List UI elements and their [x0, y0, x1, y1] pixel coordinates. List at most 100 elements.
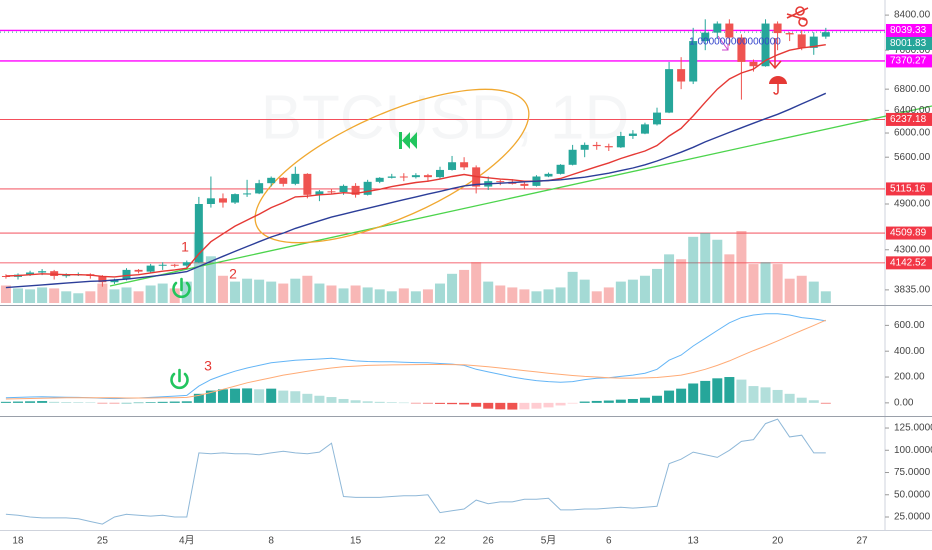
candle-body: [701, 32, 710, 42]
volume-bar: [652, 268, 663, 303]
price-label: 5115.16: [890, 184, 926, 195]
candle-body: [713, 23, 722, 33]
x-tick-label: 26: [483, 536, 495, 547]
volume-bar: [736, 231, 747, 303]
volume-bar: [495, 285, 506, 303]
histogram-bar: [181, 401, 192, 403]
volume-bar: [121, 287, 132, 303]
volume-bar: [639, 275, 650, 303]
volume-bar: [447, 273, 458, 303]
x-tick-label: 6: [606, 536, 612, 547]
trend-line: [109, 105, 932, 287]
candle-body: [231, 194, 240, 203]
x-tick-label: 8: [268, 536, 274, 547]
volume-bar: [266, 281, 277, 303]
volume-bar: [193, 232, 204, 303]
annotation: 1: [181, 239, 189, 255]
power-icon: [170, 368, 189, 390]
price-label: 4142.52: [890, 257, 927, 268]
volume-bar: [12, 288, 23, 303]
candle-body: [134, 269, 143, 272]
volume-bar: [37, 287, 48, 303]
histogram-bar: [567, 402, 578, 404]
candle-body: [363, 181, 372, 195]
volume-bar: [362, 287, 373, 303]
x-tick-label: 15: [350, 536, 362, 547]
volume-bar: [471, 262, 482, 303]
candle-body: [351, 185, 360, 195]
y-tick-label: 8400.00: [894, 10, 931, 21]
histogram-bar: [483, 402, 494, 409]
volume-bar: [796, 275, 807, 303]
histogram-bar: [422, 402, 433, 404]
histogram-bar: [290, 391, 301, 403]
histogram-bar: [193, 393, 204, 403]
x-tick-label: 20: [772, 536, 784, 547]
volume-bar: [25, 289, 36, 303]
histogram-bar: [314, 395, 325, 403]
volume-bar: [374, 289, 385, 303]
small-arrow: [717, 35, 729, 51]
histogram-bar: [73, 402, 84, 403]
candle-body: [411, 175, 420, 178]
x-tick-label: 13: [688, 536, 700, 547]
x-tick-label: 4月: [179, 535, 195, 547]
candle-body: [279, 177, 288, 184]
volume-bar: [772, 264, 783, 303]
candle-body: [616, 135, 625, 148]
histogram-bar: [760, 387, 771, 403]
background-layer: BTCUSD, 1D: [0, 0, 932, 531]
y-tick-label: 50.0000: [894, 489, 931, 500]
candle-body: [773, 23, 782, 34]
candle-body: [327, 191, 336, 193]
volume-bar: [531, 291, 542, 303]
annotation: 3: [204, 358, 212, 374]
candle-body: [315, 191, 324, 195]
histogram-bar: [736, 379, 747, 403]
histogram-bar: [531, 402, 542, 409]
volume-bar: [109, 289, 120, 303]
candle-body: [387, 176, 396, 178]
histogram-bar: [471, 402, 482, 407]
candle-body: [26, 272, 35, 275]
y-tick-label: 0.00: [894, 398, 914, 409]
candle-body: [568, 149, 577, 165]
histogram-bar: [350, 400, 361, 403]
histogram-bar: [724, 377, 735, 403]
histogram-bar: [169, 401, 180, 403]
candle-body: [194, 203, 203, 263]
y-tick-label: 200.00: [894, 372, 925, 383]
histogram-bar: [664, 390, 675, 403]
x-tick-label: 27: [856, 536, 868, 547]
histogram-bar: [796, 397, 807, 403]
histogram-bar: [519, 402, 530, 410]
moving-average: [5, 44, 826, 278]
watermark: BTCUSD, 1D: [261, 83, 630, 152]
histogram-bar: [109, 402, 120, 404]
volume-bar: [784, 278, 795, 303]
drawings: [109, 6, 932, 390]
candle-body: [749, 61, 758, 67]
volume-bar: [314, 283, 325, 303]
candle-body: [665, 69, 674, 113]
price-label-box: [886, 112, 932, 126]
candle-body: [604, 146, 613, 148]
histogram-bar: [25, 401, 36, 403]
candle-body: [423, 175, 432, 178]
indicator-line: [5, 418, 826, 525]
volume-bar: [230, 281, 241, 303]
y-tick-label: 600.00: [894, 320, 925, 331]
histogram-bar: [410, 402, 421, 404]
volume-bar: [712, 239, 723, 303]
y-tick-label: 125.0000: [894, 423, 932, 434]
volume-bar: [627, 279, 638, 303]
price-label: 6237.18: [890, 114, 927, 125]
price-label-box: [886, 36, 932, 50]
price-label: 8001.83: [890, 38, 927, 49]
candle-body: [339, 185, 348, 193]
volume-bar: [254, 279, 265, 303]
volume-bar: [760, 262, 771, 303]
histogram-bar: [603, 400, 614, 403]
